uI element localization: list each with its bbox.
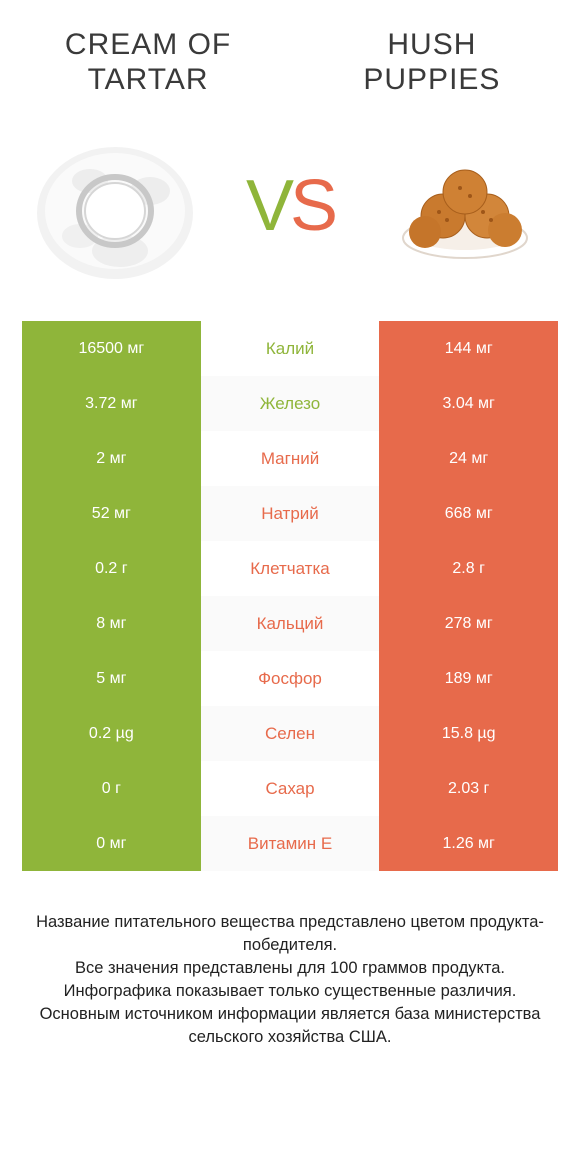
title-left: Cream of Tartar — [32, 28, 264, 97]
table-row: 52 мгНатрий668 мг — [22, 486, 558, 541]
cell-nutrient-label: Фосфор — [201, 651, 380, 706]
cell-nutrient-label: Сахар — [201, 761, 380, 816]
cell-left-value: 3.72 мг — [22, 376, 201, 431]
table-row: 0.2 µgСелен15.8 µg — [22, 706, 558, 761]
comparison-table: 16500 мгКалий144 мг3.72 мгЖелезо3.04 мг2… — [22, 321, 558, 871]
cell-right-value: 24 мг — [379, 431, 558, 486]
vs-s: S — [290, 170, 334, 242]
footer-notes: Название питательного вещества представл… — [22, 911, 558, 1050]
vs-v: V — [246, 170, 290, 242]
cell-nutrient-label: Железо — [201, 376, 380, 431]
table-row: 3.72 мгЖелезо3.04 мг — [22, 376, 558, 431]
cell-left-value: 0 мг — [22, 816, 201, 871]
cell-right-value: 278 мг — [379, 596, 558, 651]
table-row: 2 мгМагний24 мг — [22, 431, 558, 486]
cell-right-value: 15.8 µg — [379, 706, 558, 761]
cell-nutrient-label: Магний — [201, 431, 380, 486]
cream-of-tartar-icon — [30, 121, 200, 291]
hero-row: VS — [22, 97, 558, 321]
cell-nutrient-label: Натрий — [201, 486, 380, 541]
table-row: 16500 мгКалий144 мг — [22, 321, 558, 376]
cell-right-value: 668 мг — [379, 486, 558, 541]
image-left — [30, 121, 200, 291]
table-row: 0.2 гКлетчатка2.8 г — [22, 541, 558, 596]
cell-nutrient-label: Калий — [201, 321, 380, 376]
table-row: 0 мгВитамин E1.26 мг — [22, 816, 558, 871]
cell-right-value: 144 мг — [379, 321, 558, 376]
image-right — [380, 121, 550, 291]
cell-right-value: 2.03 г — [379, 761, 558, 816]
cell-nutrient-label: Витамин E — [201, 816, 380, 871]
cell-right-value: 189 мг — [379, 651, 558, 706]
footer-line: Инфографика показывает только существенн… — [30, 980, 550, 1003]
table-row: 0 гСахар2.03 г — [22, 761, 558, 816]
title-right-line1: Hush — [387, 28, 476, 61]
cell-left-value: 0 г — [22, 761, 201, 816]
cell-left-value: 52 мг — [22, 486, 201, 541]
table-row: 8 мгКальций278 мг — [22, 596, 558, 651]
footer-line: Основным источником информации является … — [30, 1003, 550, 1049]
hush-puppies-icon — [395, 146, 535, 266]
cell-left-value: 0.2 г — [22, 541, 201, 596]
cell-right-value: 1.26 мг — [379, 816, 558, 871]
footer-line: Все значения представлены для 100 граммо… — [30, 957, 550, 980]
vs-label: VS — [246, 170, 334, 242]
cell-right-value: 2.8 г — [379, 541, 558, 596]
cell-right-value: 3.04 мг — [379, 376, 558, 431]
footer-line: Название питательного вещества представл… — [30, 911, 550, 957]
title-right: Hush Puppies — [316, 28, 548, 97]
cell-left-value: 5 мг — [22, 651, 201, 706]
cell-left-value: 2 мг — [22, 431, 201, 486]
cell-nutrient-label: Селен — [201, 706, 380, 761]
cell-left-value: 0.2 µg — [22, 706, 201, 761]
cell-nutrient-label: Клетчатка — [201, 541, 380, 596]
titles-row: Cream of Tartar Hush Puppies — [22, 28, 558, 97]
infographic-wrap: Cream of Tartar Hush Puppies VS — [0, 0, 580, 1174]
cell-left-value: 16500 мг — [22, 321, 201, 376]
title-right-line2: Puppies — [363, 63, 500, 96]
table-row: 5 мгФосфор189 мг — [22, 651, 558, 706]
cell-left-value: 8 мг — [22, 596, 201, 651]
title-left-line1: Cream of — [65, 28, 231, 61]
cell-nutrient-label: Кальций — [201, 596, 380, 651]
title-left-line2: Tartar — [88, 63, 209, 96]
